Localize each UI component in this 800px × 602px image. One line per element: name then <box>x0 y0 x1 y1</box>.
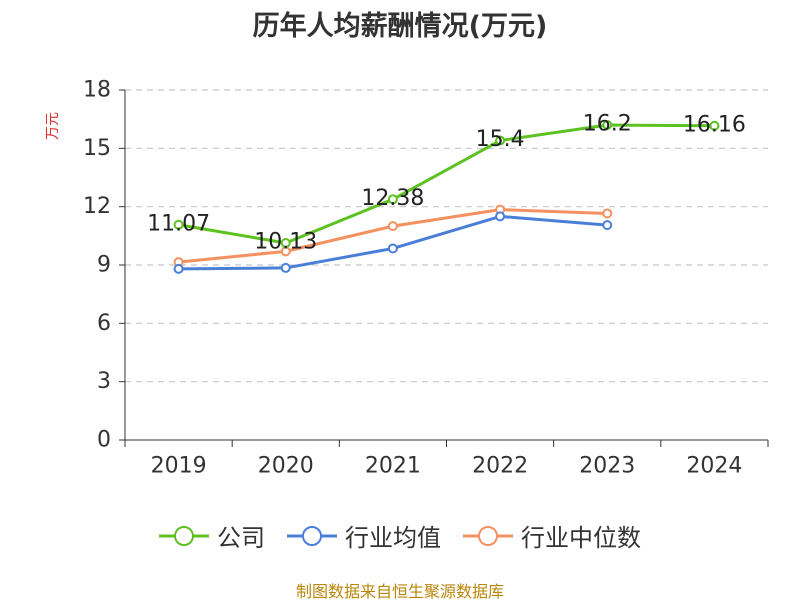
data-label: 15.4 <box>476 127 525 152</box>
legend-marker-icon <box>463 525 513 546</box>
x-tick-label: 2024 <box>686 454 742 479</box>
data-point[interactable] <box>280 262 291 273</box>
data-label: 12.38 <box>361 186 424 211</box>
data-point[interactable] <box>387 221 398 232</box>
legend-label: 行业均值 <box>345 524 441 552</box>
x-tick-label: 2023 <box>579 454 635 479</box>
data-point[interactable] <box>280 238 291 249</box>
data-labels: 11.07 10.13 12.38 15.4 16.2 16.16 <box>147 112 746 255</box>
data-point[interactable] <box>387 194 398 205</box>
y-tick-label: 18 <box>83 78 111 103</box>
data-point[interactable] <box>173 263 184 274</box>
legend-label: 行业中位数 <box>521 524 641 552</box>
x-tick-label: 2022 <box>472 454 528 479</box>
data-point[interactable] <box>495 211 506 222</box>
legend-marker-icon <box>159 525 209 546</box>
chart-title: 历年人均薪酬情况(万元) <box>252 11 548 42</box>
y-tick-label: 3 <box>97 369 111 394</box>
series-line <box>178 123 715 245</box>
y-tick-label: 9 <box>97 253 111 278</box>
axes: 0 3 6 9 12 15 18 2019 2020 2021 2022 2023 2024 <box>83 78 769 479</box>
x-tick-label: 2021 <box>365 454 421 479</box>
data-point[interactable] <box>709 120 720 131</box>
data-label: 16.16 <box>683 112 746 137</box>
x-tick-label: 2019 <box>151 454 207 479</box>
series-lines <box>173 120 720 274</box>
data-point[interactable] <box>495 135 506 146</box>
data-point[interactable] <box>602 208 613 219</box>
legend-marker-icon <box>287 525 337 546</box>
data-point[interactable] <box>602 120 613 130</box>
data-label: 10.13 <box>254 230 317 255</box>
data-label: 11.07 <box>147 211 210 236</box>
data-label: 16.2 <box>583 112 632 137</box>
legend-item[interactable]: 公司 <box>159 518 265 553</box>
data-point[interactable] <box>173 219 184 230</box>
y-tick-label: 6 <box>97 311 111 336</box>
y-tick-label: 0 <box>97 428 111 453</box>
y-tick-label: 15 <box>83 136 111 161</box>
y-tick-label: 12 <box>83 194 111 219</box>
data-point[interactable] <box>602 220 613 231</box>
source-note: 制图数据来自恒生聚源数据库 <box>295 582 504 601</box>
gridlines <box>125 89 768 383</box>
legend-item[interactable]: 行业均值 <box>287 518 441 553</box>
x-tick-label: 2020 <box>258 454 314 479</box>
data-point[interactable] <box>387 243 398 254</box>
legend-label: 公司 <box>217 524 265 552</box>
legend: 公司 行业均值 行业中位数 <box>0 518 800 553</box>
legend-item[interactable]: 行业中位数 <box>463 518 641 553</box>
